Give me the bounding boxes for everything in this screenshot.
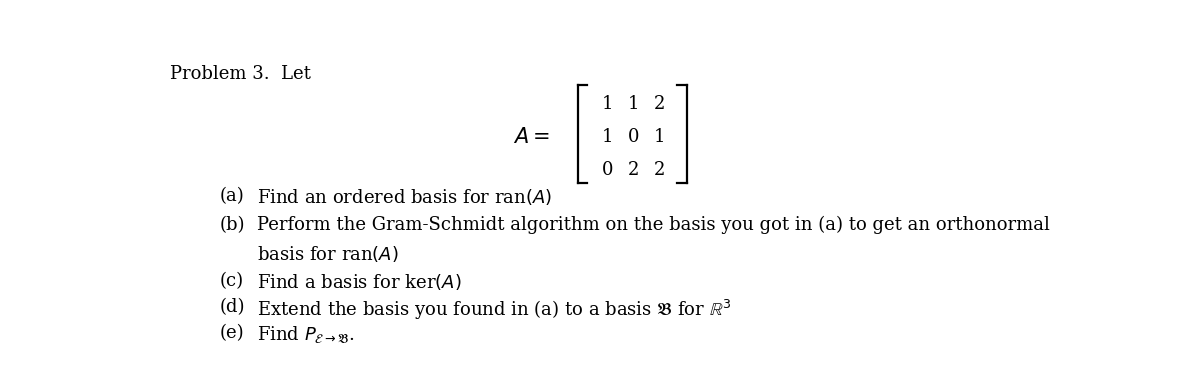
Text: (e): (e) bbox=[220, 324, 245, 342]
Text: (b): (b) bbox=[220, 216, 245, 234]
Text: 1: 1 bbox=[602, 95, 613, 113]
Text: (a): (a) bbox=[220, 187, 245, 205]
Text: Find $P_{\mathcal{E}\to\mathfrak{B}}$.: Find $P_{\mathcal{E}\to\mathfrak{B}}$. bbox=[257, 324, 354, 345]
Text: Find an ordered basis for ran$(A)$: Find an ordered basis for ran$(A)$ bbox=[257, 187, 552, 208]
Text: 1: 1 bbox=[628, 95, 640, 113]
Text: $A =$: $A =$ bbox=[514, 127, 550, 147]
Text: 0: 0 bbox=[628, 128, 640, 146]
Text: Extend the basis you found in (a) to a basis $\mathfrak{B}$ for $\mathbb{R}^3$: Extend the basis you found in (a) to a b… bbox=[257, 298, 732, 322]
Text: 0: 0 bbox=[602, 161, 613, 179]
Text: basis for ran$(A)$: basis for ran$(A)$ bbox=[257, 243, 398, 264]
Text: (d): (d) bbox=[220, 298, 245, 316]
Text: 2: 2 bbox=[654, 161, 665, 179]
Text: 1: 1 bbox=[654, 128, 665, 146]
Text: (c): (c) bbox=[220, 272, 244, 290]
Text: Problem 3.  Let: Problem 3. Let bbox=[170, 65, 311, 83]
Text: Perform the Gram-Schmidt algorithm on the basis you got in (a) to get an orthono: Perform the Gram-Schmidt algorithm on th… bbox=[257, 216, 1050, 234]
Text: Find a basis for ker$(A)$: Find a basis for ker$(A)$ bbox=[257, 272, 462, 292]
Text: 2: 2 bbox=[628, 161, 640, 179]
Text: 2: 2 bbox=[654, 95, 665, 113]
Text: 1: 1 bbox=[602, 128, 613, 146]
